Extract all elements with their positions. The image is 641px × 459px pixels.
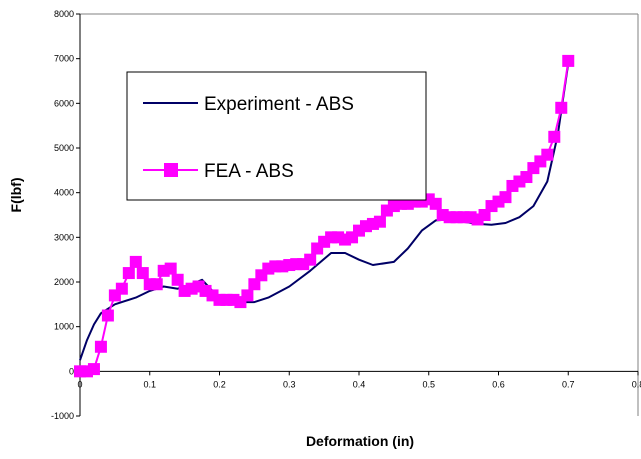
series-line xyxy=(79,62,570,361)
x-tick-label: 0.3 xyxy=(283,379,296,389)
data-point xyxy=(541,148,554,161)
data-point xyxy=(171,273,184,286)
x-tick-label: 0.4 xyxy=(353,379,366,389)
y-tick-label: 3000 xyxy=(54,232,74,242)
y-tick-label: 0 xyxy=(69,366,74,376)
y-tick-label: 1000 xyxy=(54,322,74,332)
data-point xyxy=(115,282,128,295)
y-tick-label: 4000 xyxy=(54,188,74,198)
y-tick-label: 2000 xyxy=(54,277,74,287)
series-2 xyxy=(74,54,575,378)
data-point xyxy=(241,289,254,302)
y-axis-ticks: -1000 0 1000 2000 3000 4000 5000 6000 7000 8000 xyxy=(51,9,80,421)
x-tick-label: 0.2 xyxy=(213,379,226,389)
data-point xyxy=(94,340,107,353)
legend: Experiment - ABS FEA - ABS xyxy=(126,71,427,201)
x-tick-label: 0 xyxy=(77,379,82,389)
data-point xyxy=(304,253,317,266)
x-tick-label: 0.1 xyxy=(143,379,156,389)
x-tick-label: 0.8 xyxy=(632,379,641,389)
x-tick-label: 0.7 xyxy=(562,379,575,389)
data-point xyxy=(562,54,575,67)
series-layer xyxy=(74,54,575,378)
legend-label: FEA - ABS xyxy=(204,161,294,182)
y-tick-label: -1000 xyxy=(51,411,74,421)
y-tick-label: 6000 xyxy=(54,98,74,108)
data-point xyxy=(373,215,386,228)
legend-box xyxy=(126,71,427,201)
x-axis-title: Deformation (in) xyxy=(306,433,414,449)
data-point xyxy=(150,278,163,291)
data-point xyxy=(548,130,561,143)
data-point xyxy=(499,191,512,204)
data-point xyxy=(129,255,142,268)
x-tick-label: 0.6 xyxy=(492,379,505,389)
y-tick-label: 7000 xyxy=(54,54,74,64)
series-1 xyxy=(79,62,570,361)
y-axis-title: F(lbf) xyxy=(8,178,24,213)
data-point xyxy=(429,197,442,210)
data-point xyxy=(164,262,177,275)
data-point xyxy=(136,267,149,280)
legend-label: Experiment - ABS xyxy=(204,94,354,115)
data-point xyxy=(101,309,114,322)
x-tick-label: 0.5 xyxy=(422,379,435,389)
data-point xyxy=(555,101,568,114)
y-tick-label: 5000 xyxy=(54,143,74,153)
data-point xyxy=(122,267,135,280)
legend-swatch-marker xyxy=(164,163,178,177)
x-axis-ticks: 0 0.1 0.2 0.3 0.4 0.5 0.6 0.7 0.8 xyxy=(77,371,641,389)
y-tick-label: 8000 xyxy=(54,9,74,19)
data-point xyxy=(87,363,100,376)
